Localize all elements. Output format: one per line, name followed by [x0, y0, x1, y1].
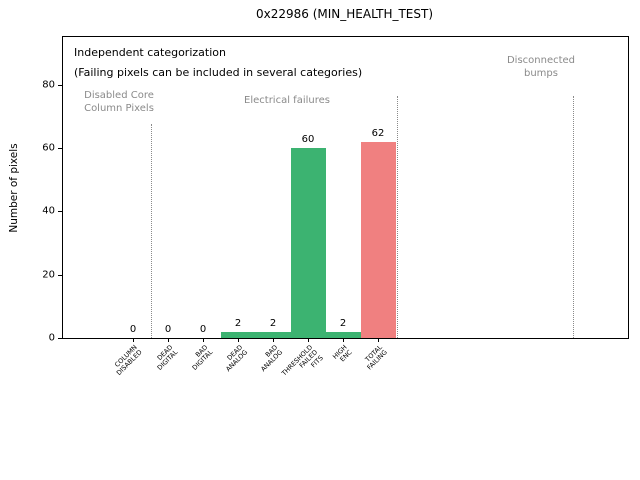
- x-tick-mark: [273, 338, 274, 342]
- plot-area: Number of pixels 0 0 0 2 2 60 2 62 Independent …: [8, 36, 629, 377]
- y-tick-label: 0: [48, 332, 55, 344]
- section-divider-line-divider-electrical: [397, 96, 398, 338]
- x-tick-label-dead-analog: DEAD ANALOG: [224, 343, 250, 374]
- bar-value-label: 0: [164, 324, 172, 335]
- x-tick-mark: [168, 338, 169, 342]
- x-tick-label-bad-digital: BAD DIGITAL: [190, 343, 215, 373]
- y-axis-label: Number of pixels: [8, 142, 20, 233]
- y-tick-label: 80: [42, 79, 55, 91]
- bar-value-label: 0: [199, 324, 207, 335]
- bar-value-label: 2: [269, 317, 277, 329]
- section-disabled-core-column-pixels: Disabled Core Column Pixels: [84, 90, 154, 114]
- bar-value-label: 2: [234, 317, 242, 329]
- x-tick-label-total-failing: TOTAL FAILING: [363, 343, 390, 372]
- y-tick-label: 60: [42, 142, 55, 154]
- bar-high-enc: [325, 331, 361, 338]
- bar-total-failing: [360, 141, 396, 338]
- section-divider-line-divider-disconnected-bumps: [573, 96, 574, 338]
- failing-pixels-note: (Failing pixels can be included in sever…: [74, 66, 363, 79]
- y-tick-label: 40: [42, 205, 55, 217]
- x-tick-mark: [378, 338, 379, 342]
- bar-bad-analog: [255, 331, 291, 338]
- section-divider-line-divider-disabled-core: [151, 124, 152, 338]
- x-tick-mark: [203, 338, 204, 342]
- y-tick-mark: [58, 211, 63, 213]
- x-tick-mark: [133, 338, 134, 342]
- bar-value-label: 62: [371, 127, 385, 139]
- y-tick-mark: [58, 274, 63, 276]
- bar-dead-analog: [220, 331, 256, 338]
- section-disconnected-bumps: Disconnected bumps: [506, 55, 576, 79]
- bar-value-label: 60: [301, 133, 315, 145]
- bar-threshold-failed-fits: [290, 147, 326, 338]
- y-tick-mark: [58, 84, 63, 86]
- x-tick-label-high-enc: HIGH ENC: [331, 343, 355, 364]
- section-electrical-failures: Electrical failures: [244, 95, 330, 106]
- x-tick-label-dead-digital: DEAD DIGITAL: [155, 343, 180, 373]
- x-tick-label-threshold-failed-fits: THRESHOLD FAILED FITS: [279, 343, 325, 378]
- bar-value-label: 0: [129, 324, 137, 335]
- x-tick-mark: [238, 338, 239, 342]
- y-tick-mark: [58, 147, 63, 149]
- chart-title: 0x22986 (MIN_HEALTH_TEST): [255, 7, 434, 21]
- x-tick-label-column-disabled: COLUMN DISABLED: [113, 343, 145, 378]
- x-tick-mark: [308, 338, 309, 342]
- y-tick-label: 20: [42, 269, 55, 281]
- y-tick-mark: [58, 338, 63, 339]
- bar-value-label: 2: [339, 317, 347, 329]
- independent-categorization-note: Independent categorization: [74, 46, 226, 59]
- x-tick-label-bad-analog: BAD ANALOG: [259, 343, 285, 374]
- x-tick-mark: [343, 338, 344, 342]
